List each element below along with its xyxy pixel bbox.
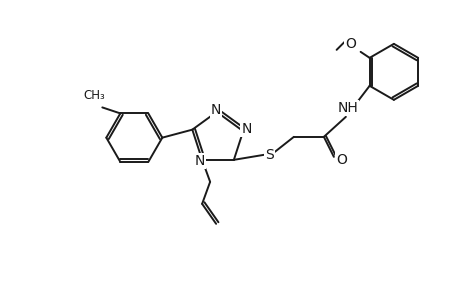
Text: N: N <box>241 122 252 136</box>
Text: N: N <box>210 103 221 117</box>
Text: NH: NH <box>337 101 358 115</box>
Text: CH₃: CH₃ <box>83 89 105 102</box>
Text: S: S <box>265 148 274 162</box>
Text: O: O <box>344 37 355 51</box>
Text: N: N <box>195 154 205 168</box>
Text: O: O <box>336 153 347 167</box>
